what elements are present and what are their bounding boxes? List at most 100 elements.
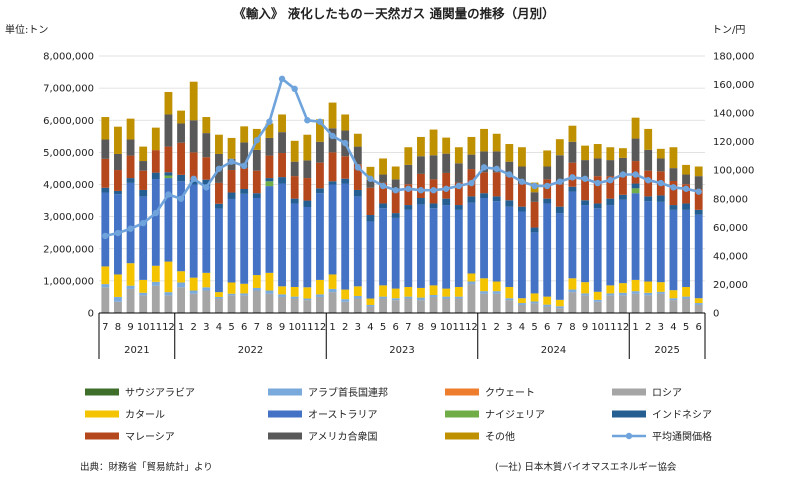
bar-segment [593,203,602,209]
bar-segment [404,209,413,287]
bar-segment [631,291,640,294]
bar-segment [366,221,375,299]
price-point [581,175,589,182]
bar-segment [391,166,400,180]
bar-segment [328,288,337,293]
bar-segment [656,293,665,313]
bar-segment [631,188,640,194]
bar-segment [480,197,488,279]
left-axis-unit-label: 単位:トン [5,23,48,36]
bar-segment [240,293,249,296]
bar-segment [543,150,552,167]
year-label: 2021 [124,345,149,356]
right-tick-label: 20,000 [713,280,748,291]
bar-segment [593,176,602,204]
bar-segment [303,160,312,179]
price-point [228,158,235,165]
bar-segment [215,134,223,154]
bar-segment [429,155,438,180]
bar-segment [240,126,249,143]
month-tick-label: 2 [191,322,197,333]
bar-segment [252,197,261,276]
right-tick-label: 40,000 [713,251,748,262]
bar-segment [215,292,223,297]
chart-title: 《輸入》 液化したもの－天然ガス 通関量の推移（月別） [233,6,554,21]
bar-segment [442,298,451,313]
bar-segment [480,151,488,173]
price-point [531,182,538,190]
bar-segment [126,182,135,264]
bar-segment [202,133,211,158]
bar-segment [404,184,413,206]
bar-segment [353,189,362,197]
legend-label: その他 [485,430,515,443]
bar-segment [139,189,148,197]
left-tick-label: 8,000,000 [43,52,94,63]
bar-segment [164,178,173,262]
bar-segment [682,203,690,210]
bar-segment [227,198,236,283]
bar-segment [543,166,552,180]
bar-segment [669,147,678,169]
bar-segment [454,182,463,206]
month-tick-label: 10 [137,322,150,333]
month-tick-label: 10 [440,322,453,333]
bar-segment [151,265,160,282]
bar-segment [126,285,135,289]
bar-segment [505,298,514,301]
price-line-layer [102,75,702,240]
bar-segment [316,296,324,313]
bar-segment [682,164,690,175]
price-point [278,75,286,83]
bar-segment [366,187,375,216]
bar-segment [391,288,400,299]
bar-segment [518,147,526,167]
bar-segment [656,291,665,294]
legend-label: アメリカ合衆国 [308,430,378,443]
price-point [379,182,387,190]
bar-segment [265,272,274,291]
bar-segment [606,293,615,296]
legend-label: オーストラリア [308,409,378,421]
bar-segment [265,181,274,187]
bar-segment [530,301,539,304]
bar-segment [265,178,274,182]
bar-segment [682,296,690,299]
bar-segment [442,205,451,289]
bar-segment [391,217,400,289]
bar-segment [631,279,640,292]
month-tick-label: 2 [645,322,651,333]
bar-segment [391,300,400,313]
month-tick-label: 7 [102,322,108,333]
bar-segment [581,177,589,201]
bar-segment [316,162,324,189]
bar-segment [151,172,160,180]
bar-segment [328,152,337,182]
bar-segment [303,298,312,301]
bar-segment [454,163,463,183]
bar-segment [126,178,135,183]
bar-segment [139,196,148,280]
bar-segment [555,306,564,309]
month-tick-label: 11 [149,322,162,333]
bar-segment [530,227,539,233]
price-point [468,179,475,187]
bar-segment [278,294,286,297]
bar-segment [682,298,690,313]
bar-segment [404,147,413,165]
month-tick-label: 12 [162,322,175,333]
bar-segment [619,157,627,174]
price-point [682,185,690,192]
left-tick-label: 4,000,000 [43,180,94,191]
year-label: 2023 [389,345,414,356]
price-point [442,185,450,192]
bar-segment [505,200,514,207]
bar-segment [631,117,640,139]
price-point [114,229,122,237]
bar-segment [644,292,653,296]
bar-segment [328,292,337,313]
bar-segment [189,81,198,121]
month-tick-label: 9 [430,322,436,333]
bar-segment [341,289,350,300]
